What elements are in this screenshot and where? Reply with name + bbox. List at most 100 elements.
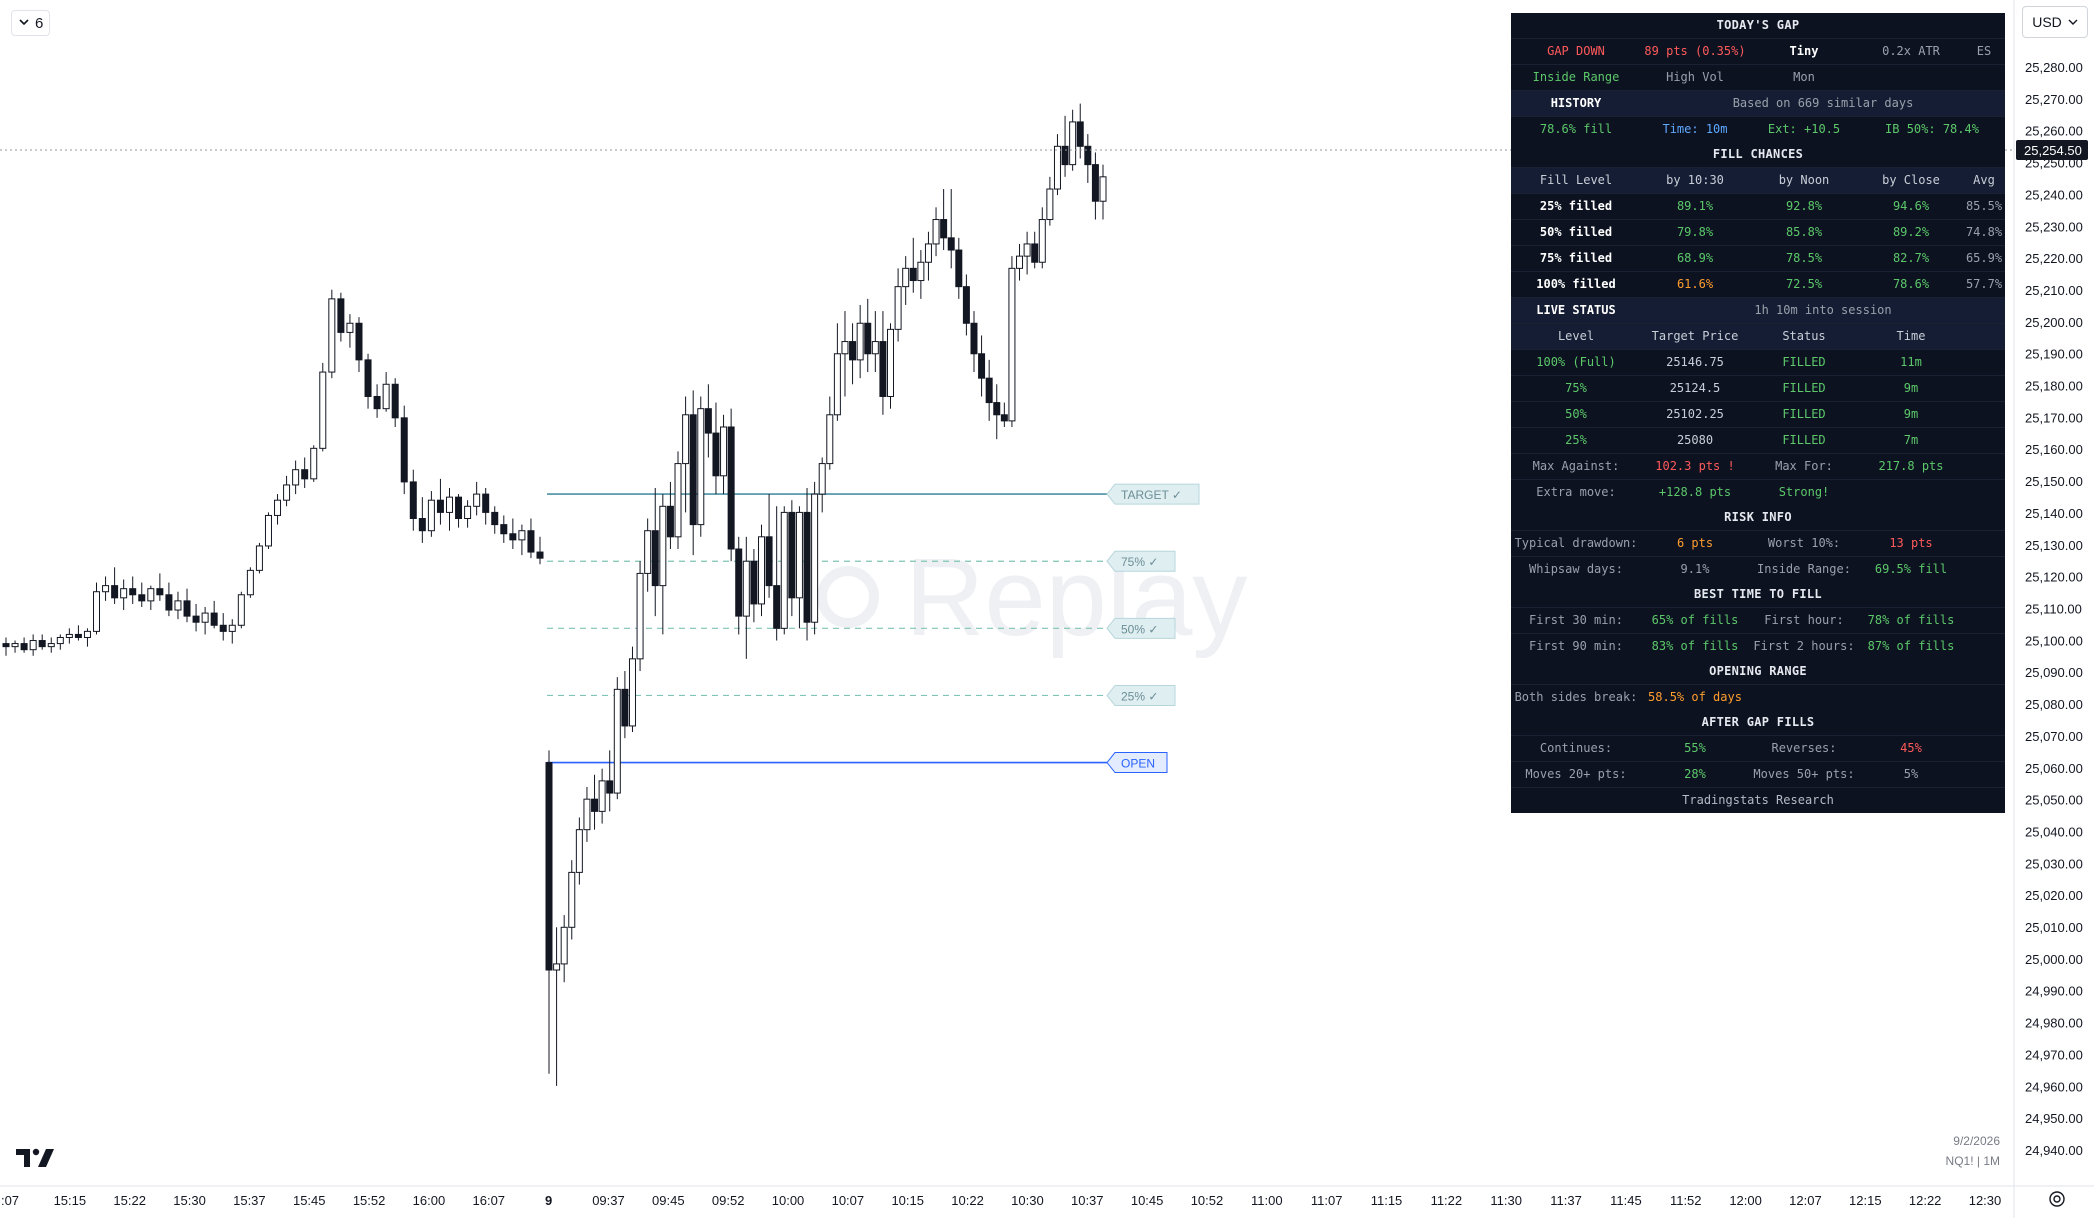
price-tick-label: 25,060.00 xyxy=(2025,761,2083,776)
best-time-label: First 2 hours: xyxy=(1753,639,1855,653)
candle-body-down xyxy=(1000,414,1008,422)
price-tick-label: 25,220.00 xyxy=(2025,251,2083,266)
time-tick-label: 10:00 xyxy=(772,1193,805,1208)
candle xyxy=(598,768,606,824)
candle xyxy=(482,487,490,525)
candle-body-down xyxy=(500,524,508,535)
last-price-tag xyxy=(2016,140,2088,160)
fill-by-1030: 68.9% xyxy=(1676,251,1714,265)
candle-body-up xyxy=(283,484,291,501)
candle-body-up xyxy=(1069,121,1077,166)
candle xyxy=(74,625,82,641)
candle-body-down xyxy=(491,511,499,526)
candle-body-up xyxy=(382,383,390,410)
opening-range-value: 58.5% of days xyxy=(1648,690,1742,704)
level-75-label: 75% ✓ xyxy=(1121,555,1158,569)
fill-avg: 74.8% xyxy=(1965,225,2003,239)
candle xyxy=(1016,243,1024,281)
candle xyxy=(129,576,137,604)
candle xyxy=(917,250,925,299)
price-tick-label: 25,150.00 xyxy=(2025,474,2083,489)
candle xyxy=(301,457,309,488)
candle-body-up xyxy=(274,499,282,516)
history-fill-time: Time: 10m xyxy=(1662,122,1728,136)
candle-body-up xyxy=(644,530,652,574)
best-time-label: First 30 min: xyxy=(1529,613,1623,627)
candle-body-up xyxy=(11,643,19,648)
candle-body-up xyxy=(83,630,91,638)
fill-level: 75% filled xyxy=(1539,251,1613,265)
after-fill-value: 45% xyxy=(1900,741,1922,755)
candle xyxy=(328,289,336,379)
candle xyxy=(1031,231,1039,269)
candle-body-up xyxy=(795,511,803,599)
candle xyxy=(803,487,811,641)
fill-col-close: by Close xyxy=(1882,173,1940,187)
candle-body-down xyxy=(373,395,381,410)
candle-body-down xyxy=(704,408,712,434)
candle xyxy=(47,637,55,653)
candle-body-up xyxy=(237,594,245,626)
opening-range-label: Both sides break: xyxy=(1514,690,1638,704)
time-tick-label: 15:45 xyxy=(293,1193,326,1208)
live-row-75: 75% 25124.5 FILLED 9m xyxy=(1511,375,2005,401)
live-target: 25080 xyxy=(1676,433,1714,447)
candle xyxy=(697,396,705,537)
level-25-label: 25% ✓ xyxy=(1121,689,1158,703)
live-target: 25124.5 xyxy=(1669,381,1721,395)
time-tick-label: 10:37 xyxy=(1071,1193,1104,1208)
live-status: FILLED xyxy=(1782,407,1826,421)
candle xyxy=(409,469,417,531)
price-tick-label: 25,130.00 xyxy=(2025,538,2083,553)
candle-body-up xyxy=(598,780,606,812)
candle xyxy=(427,491,435,537)
time-tick-label: 11:15 xyxy=(1371,1193,1403,1208)
candle xyxy=(93,582,101,635)
candle xyxy=(183,588,191,623)
candle-body-down xyxy=(735,548,743,617)
live-col-status: Status xyxy=(1782,329,1826,343)
fill-chances-header: Fill Level by 10:30 by Noon by Close Avg xyxy=(1511,167,2005,193)
candle-body-up xyxy=(310,447,318,480)
symbol-interval-label: NQ1! | 1M xyxy=(1945,1154,2000,1168)
candle xyxy=(518,524,526,556)
time-tick-label: 12:00 xyxy=(1729,1193,1762,1208)
candle-body-up xyxy=(575,829,583,873)
time-tick-label: 12:30 xyxy=(1969,1193,2002,1208)
risk-row-2: Whipsaw days: 9.1% Inside Range: 69.5% f… xyxy=(1511,556,2005,582)
settings-gear-icon[interactable] xyxy=(2048,1190,2066,1213)
candle-body-down xyxy=(400,417,408,483)
level-target-label: TARGET ✓ xyxy=(1121,488,1182,502)
time-tick-label: 11:52 xyxy=(1670,1193,1702,1208)
price-tick-label: 25,050.00 xyxy=(2025,793,2083,808)
candle xyxy=(659,494,667,635)
fill-col-level: Fill Level xyxy=(1539,173,1613,187)
candle-body-up xyxy=(780,511,788,629)
candle xyxy=(644,518,652,592)
history-header-row: HISTORY Based on 669 similar days xyxy=(1511,90,2005,116)
weekday-context: Mon xyxy=(1793,70,1815,84)
price-tick-label: 25,210.00 xyxy=(2025,283,2083,298)
candle-body-up xyxy=(568,871,576,928)
collapse-toggle-button[interactable]: 6 xyxy=(11,10,51,36)
candle-body-up xyxy=(1038,219,1046,263)
time-tick-label: 12:22 xyxy=(1909,1193,1942,1208)
candle-body-down xyxy=(773,585,781,629)
candle-body-down xyxy=(409,481,417,520)
candle-body-down xyxy=(955,249,963,288)
candle-body-down xyxy=(455,496,463,520)
tradingview-logo-icon[interactable] xyxy=(16,1147,56,1174)
candle xyxy=(120,579,128,611)
candle xyxy=(924,231,932,281)
price-tick-label: 25,030.00 xyxy=(2025,856,2083,871)
level-50-label: 50% ✓ xyxy=(1121,622,1158,636)
currency-select[interactable]: USD xyxy=(2022,6,2088,38)
fill-row-100: 100% filled 61.6% 72.5% 78.6% 57.7% xyxy=(1511,271,2005,297)
time-tick-label: 09:45 xyxy=(652,1193,685,1208)
candle xyxy=(674,451,682,550)
live-col-level: Level xyxy=(1557,329,1595,343)
candle xyxy=(491,506,499,534)
candle xyxy=(11,640,19,653)
fill-level: 25% filled xyxy=(1539,199,1613,213)
